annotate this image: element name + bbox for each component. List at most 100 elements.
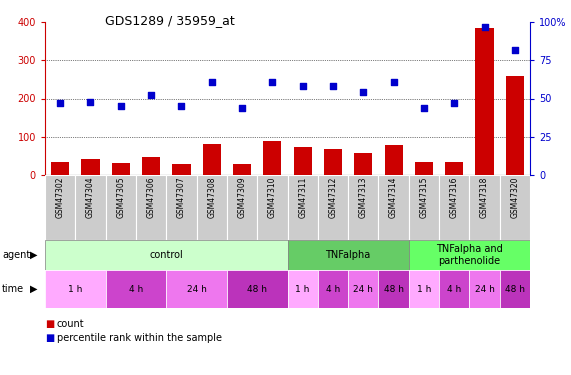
Bar (45, 175, 75, 240)
Text: 4 h: 4 h (129, 285, 143, 294)
Bar (172, 164, 191, 175)
Bar (506, 76, 524, 175)
Text: GDS1289 / 35959_at: GDS1289 / 35959_at (105, 14, 235, 27)
Bar (257, 175, 288, 240)
Text: ■: ■ (45, 333, 54, 343)
Point (116, 103, 126, 109)
Text: 4 h: 4 h (447, 285, 461, 294)
Text: GSM47309: GSM47309 (238, 176, 247, 218)
Bar (203, 144, 221, 175)
Bar (318, 270, 348, 308)
Bar (288, 270, 318, 308)
Text: 48 h: 48 h (247, 285, 267, 294)
Point (268, 79, 277, 85)
Bar (227, 175, 257, 240)
Bar (233, 164, 251, 175)
Text: GSM47310: GSM47310 (268, 176, 277, 218)
Bar (348, 175, 379, 240)
Text: ■: ■ (45, 319, 54, 329)
Bar (439, 270, 469, 308)
Point (328, 83, 337, 89)
Point (207, 79, 216, 85)
Point (449, 100, 459, 106)
Bar (354, 153, 372, 175)
Bar (500, 270, 530, 308)
Text: 24 h: 24 h (353, 285, 373, 294)
Text: percentile rank within the sample: percentile rank within the sample (57, 333, 222, 343)
Text: time: time (2, 284, 24, 294)
Bar (476, 28, 493, 175)
Bar (136, 175, 166, 240)
Bar (409, 240, 530, 270)
Bar (166, 175, 196, 240)
Bar (379, 175, 409, 240)
Bar (445, 162, 463, 175)
Text: GSM47314: GSM47314 (389, 176, 398, 218)
Bar (409, 270, 439, 308)
Bar (348, 270, 379, 308)
Bar (227, 270, 288, 308)
Text: 1 h: 1 h (68, 285, 82, 294)
Point (419, 105, 428, 111)
Bar (82, 159, 99, 175)
Text: GSM47318: GSM47318 (480, 176, 489, 218)
Point (510, 46, 520, 53)
Point (55, 100, 65, 106)
Text: control: control (150, 250, 183, 260)
Text: agent: agent (2, 250, 30, 260)
Bar (45, 240, 288, 270)
Bar (112, 163, 130, 175)
Text: 24 h: 24 h (475, 285, 494, 294)
Text: 1 h: 1 h (417, 285, 431, 294)
Bar (415, 162, 433, 175)
Point (147, 93, 156, 99)
Text: 1 h: 1 h (295, 285, 310, 294)
Text: TNFalpha: TNFalpha (325, 250, 371, 260)
Bar (318, 175, 348, 240)
Text: GSM47305: GSM47305 (116, 176, 125, 218)
Bar (293, 147, 312, 175)
Text: GSM47313: GSM47313 (359, 176, 368, 218)
Bar (106, 270, 166, 308)
Bar (45, 270, 106, 308)
Text: 4 h: 4 h (326, 285, 340, 294)
Text: ▶: ▶ (30, 250, 38, 260)
Text: GSM47306: GSM47306 (147, 176, 155, 218)
Text: GSM47312: GSM47312 (328, 176, 337, 218)
Bar (288, 240, 409, 270)
Point (359, 89, 368, 95)
Bar (379, 270, 409, 308)
Bar (469, 175, 500, 240)
Text: 24 h: 24 h (187, 285, 207, 294)
Text: TNFalpha and
parthenolide: TNFalpha and parthenolide (436, 244, 502, 266)
Text: 48 h: 48 h (505, 285, 525, 294)
Text: GSM47304: GSM47304 (86, 176, 95, 218)
Point (177, 103, 186, 109)
Point (238, 105, 247, 111)
Point (389, 79, 398, 85)
Bar (500, 175, 530, 240)
Text: GSM47311: GSM47311 (298, 176, 307, 218)
Bar (51, 162, 69, 175)
Text: GSM47320: GSM47320 (510, 176, 520, 218)
Text: GSM47316: GSM47316 (450, 176, 459, 218)
Text: 48 h: 48 h (384, 285, 404, 294)
Bar (324, 149, 342, 175)
Bar (384, 145, 403, 175)
Bar (263, 141, 282, 175)
Bar (409, 175, 439, 240)
Bar (75, 175, 106, 240)
Bar (106, 175, 136, 240)
Bar (288, 175, 318, 240)
Bar (142, 157, 160, 175)
Text: GSM47307: GSM47307 (177, 176, 186, 218)
Text: ▶: ▶ (30, 284, 38, 294)
Text: GSM47302: GSM47302 (55, 176, 65, 218)
Text: GSM47315: GSM47315 (420, 176, 428, 218)
Bar (439, 175, 469, 240)
Bar (166, 270, 227, 308)
Point (298, 83, 307, 89)
Text: count: count (57, 319, 85, 329)
Point (480, 24, 489, 30)
Point (86, 99, 95, 105)
